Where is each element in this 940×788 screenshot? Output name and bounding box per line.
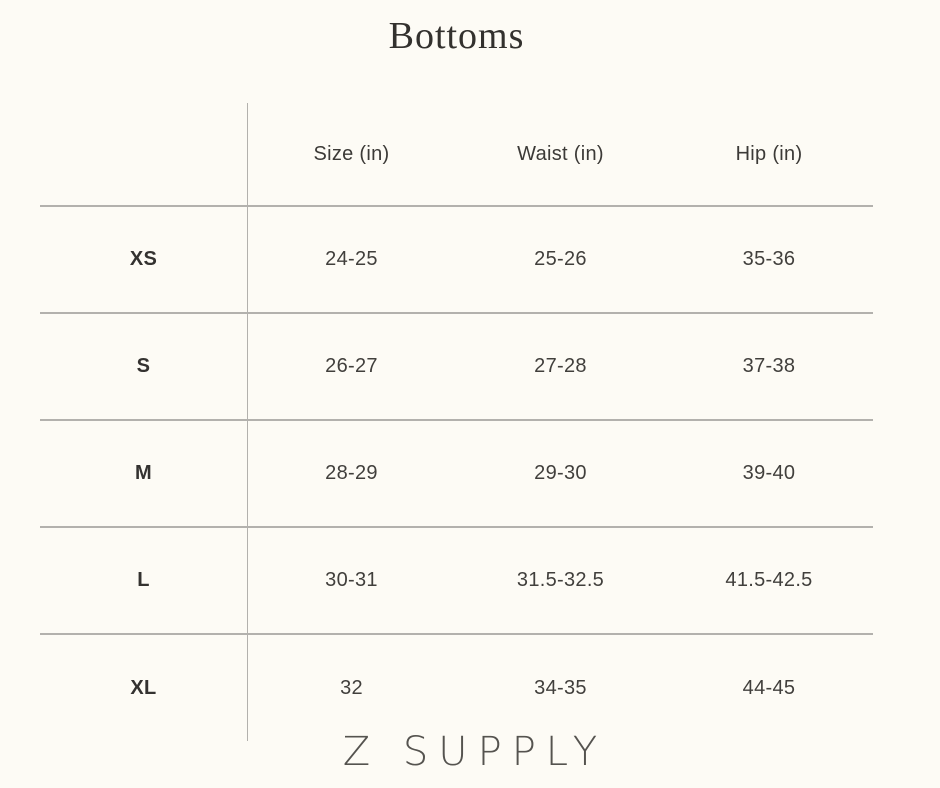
column-divider-line	[246, 103, 248, 741]
hip-value: 41.5-42.5	[725, 569, 813, 591]
size-value: 30-31	[325, 569, 378, 591]
table-row-xl: XL 32 34-35 44-45	[40, 635, 873, 742]
table-row-xs: XS 24-25 25-26 35-36	[40, 207, 873, 314]
waist-value: 31.5-32.5	[516, 569, 605, 591]
hip-value: 44-45	[742, 677, 796, 699]
waist-value: 25-26	[534, 248, 587, 270]
page-title: Bottoms	[388, 15, 525, 57]
size-value: 24-25	[325, 248, 378, 270]
brand-wordmark: Z SUPPLY	[342, 729, 608, 775]
waist-value: 27-28	[534, 355, 587, 377]
size-chart-table: Size (in) Waist (in) Hip (in) XS 24-25 2…	[40, 103, 873, 742]
header-cell-waist: Waist (in)	[517, 142, 604, 165]
waist-value: 34-35	[534, 677, 587, 699]
table-row-s: S 26-27 27-28 37-38	[40, 314, 873, 421]
row-label: M	[135, 462, 152, 484]
header-cell-hip: Hip (in)	[735, 142, 803, 165]
table-row-m: M 28-29 29-30 39-40	[40, 421, 873, 528]
header-cell-empty	[40, 103, 247, 205]
row-label: L	[137, 569, 150, 591]
size-value: 26-27	[325, 355, 378, 377]
size-value: 32	[340, 677, 363, 699]
row-label: XL	[130, 677, 157, 699]
hip-value: 37-38	[742, 355, 796, 377]
header-cell-size: Size (in)	[313, 142, 390, 165]
waist-value: 29-30	[534, 462, 587, 484]
table-row-l: L 30-31 31.5-32.5 41.5-42.5	[40, 528, 873, 635]
table-header-row: Size (in) Waist (in) Hip (in)	[40, 103, 873, 207]
hip-value: 39-40	[742, 462, 796, 484]
row-label: XS	[129, 248, 158, 270]
size-value: 28-29	[325, 462, 378, 484]
hip-value: 35-36	[742, 248, 796, 270]
row-label: S	[136, 355, 151, 377]
